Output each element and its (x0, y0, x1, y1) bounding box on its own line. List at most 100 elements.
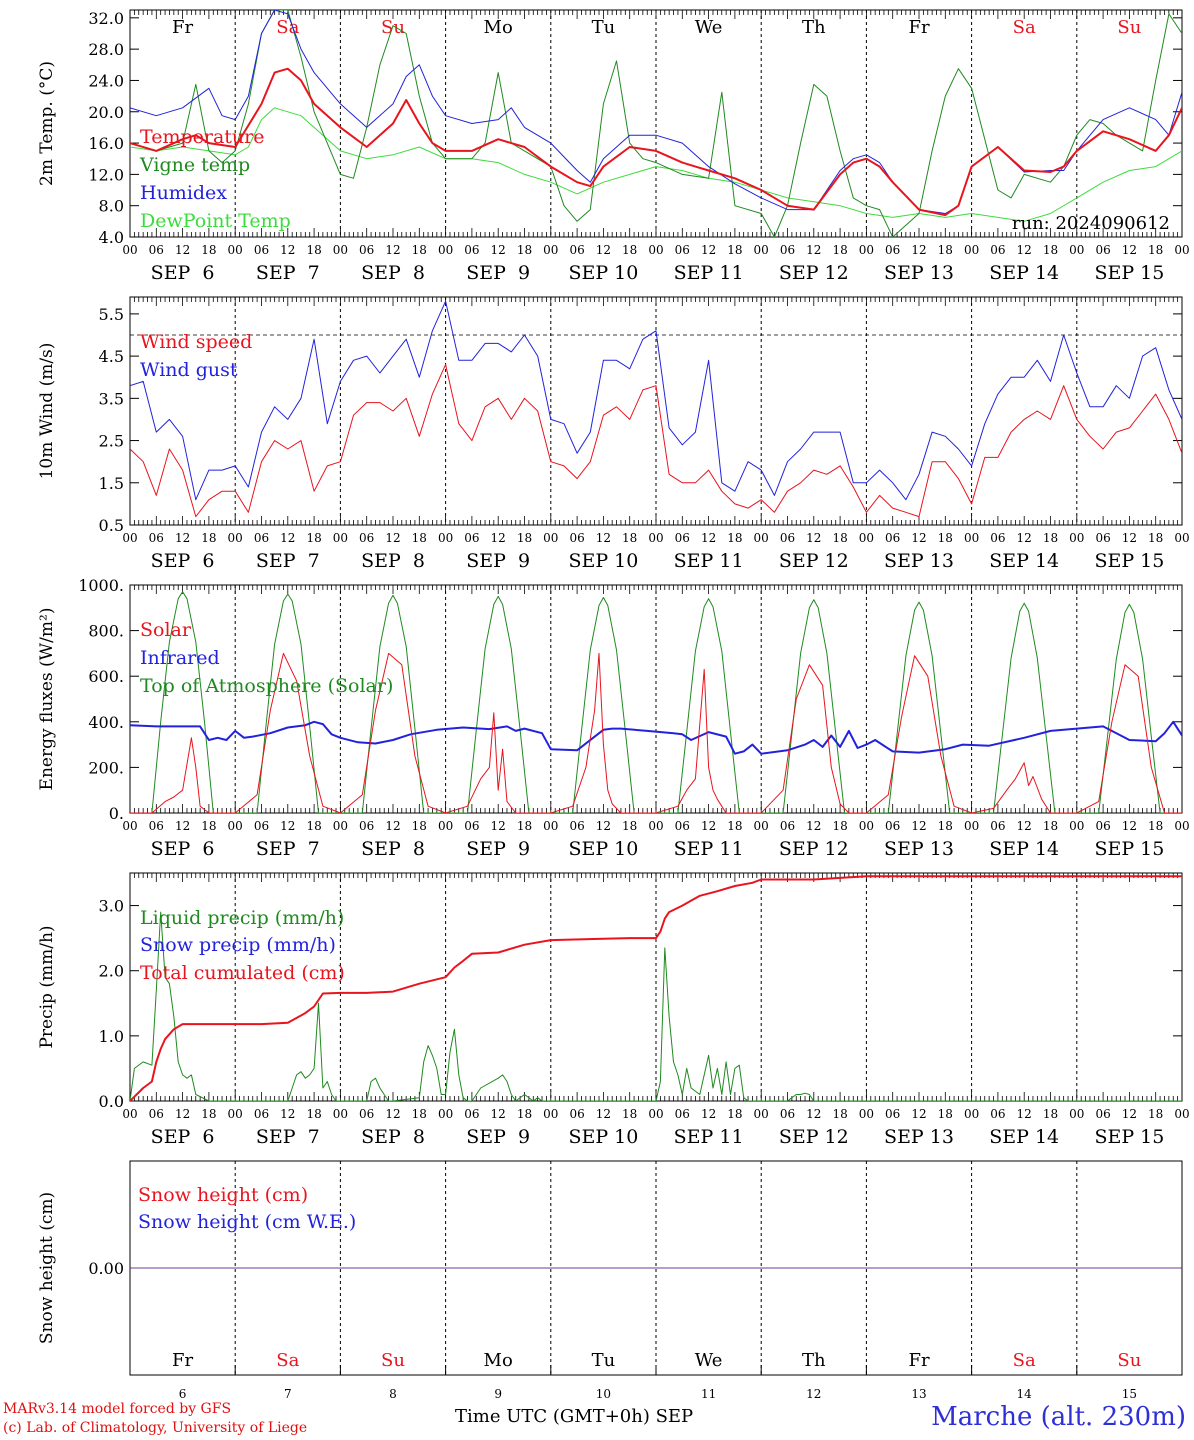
date-label: SEP 11 (674, 1126, 744, 1148)
date-label: SEP 9 (466, 262, 530, 284)
date-label: SEP 15 (1094, 838, 1164, 860)
date-label: SEP 8 (361, 550, 425, 572)
hour-tick-label: 06 (359, 1107, 374, 1121)
day-number-label: 8 (389, 1387, 397, 1401)
y-tick-label: 32.0 (88, 9, 124, 28)
day-name-label: Fr (172, 17, 193, 38)
day-name-label: Sa (1013, 1350, 1036, 1371)
hour-tick-label: 12 (491, 1107, 506, 1121)
hour-tick-label: 12 (1017, 243, 1032, 257)
hour-tick-label: 06 (464, 819, 479, 833)
y-tick-label: 24.0 (88, 71, 124, 90)
y-axis-title: 10m Wind (m/s) (37, 343, 57, 480)
hour-tick-label: 12 (701, 243, 716, 257)
hour-tick-label: 00 (228, 243, 243, 257)
hour-tick-label: 00 (964, 243, 979, 257)
date-label: SEP 10 (568, 838, 638, 860)
date-label: SEP 14 (989, 1126, 1059, 1148)
hour-tick-label: 00 (1069, 1107, 1084, 1121)
hour-tick-label: 12 (1122, 1107, 1137, 1121)
hour-tick-label: 00 (543, 243, 558, 257)
y-tick-label: 0.5 (99, 516, 124, 535)
y-tick-label: 0.0 (99, 1092, 124, 1111)
hour-tick-label: 06 (780, 243, 795, 257)
date-label: SEP 14 (989, 838, 1059, 860)
legend-label: Wind speed (140, 331, 252, 353)
date-label: SEP 15 (1094, 1126, 1164, 1148)
hour-tick-label: 12 (911, 243, 926, 257)
hour-tick-label: 12 (1017, 531, 1032, 545)
hour-tick-label: 00 (543, 1107, 558, 1121)
hour-tick-label: 12 (1017, 1107, 1032, 1121)
hour-tick-label: 12 (280, 819, 295, 833)
hour-tick-label: 18 (1043, 1107, 1058, 1121)
hour-tick-label: 18 (727, 243, 742, 257)
hour-tick-label: 06 (149, 531, 164, 545)
y-tick-label: 3.0 (99, 897, 124, 916)
hour-tick-label: 18 (727, 819, 742, 833)
date-label: SEP 11 (674, 262, 744, 284)
hour-tick-label: 00 (543, 819, 558, 833)
date-label: SEP 12 (779, 550, 849, 572)
legend-label: Wind gust (140, 359, 238, 381)
hour-tick-label: 12 (596, 531, 611, 545)
hour-tick-label: 00 (859, 243, 874, 257)
hour-tick-label: 18 (201, 819, 216, 833)
hour-tick-label: 18 (622, 819, 637, 833)
y-tick-label: 1000. (78, 576, 124, 595)
hour-tick-label: 00 (122, 819, 137, 833)
hour-tick-label: 00 (122, 243, 137, 257)
series-line-solar (130, 652, 1182, 813)
date-label: SEP 6 (151, 550, 215, 572)
hour-tick-label: 06 (569, 531, 584, 545)
hour-tick-label: 06 (780, 1107, 795, 1121)
hour-tick-label: 00 (438, 819, 453, 833)
hour-tick-label: 06 (675, 1107, 690, 1121)
hour-tick-label: 18 (412, 819, 427, 833)
hour-tick-label: 06 (359, 531, 374, 545)
hour-tick-label: 18 (517, 1107, 532, 1121)
y-tick-label: 800. (88, 622, 124, 641)
hour-tick-label: 12 (1122, 531, 1137, 545)
date-label: SEP 9 (466, 1126, 530, 1148)
legend-label: Temperature (140, 126, 264, 148)
hour-tick-label: 18 (832, 243, 847, 257)
legend-label: DewPoint Temp (140, 210, 291, 232)
series-line-dewpoint-temp (130, 107, 1182, 222)
day-name-label: Su (381, 1350, 405, 1371)
hour-tick-label: 00 (754, 531, 769, 545)
hour-tick-label: 06 (990, 243, 1005, 257)
hour-tick-label: 00 (438, 531, 453, 545)
hour-tick-label: 12 (175, 819, 190, 833)
day-name-label: Sa (276, 1350, 299, 1371)
series-line-temperature (130, 67, 1182, 217)
legend-label: Top of Atmosphere (Solar) (140, 675, 393, 697)
hour-tick-label: 00 (648, 819, 663, 833)
legend-label: Total cumulated (cm) (140, 962, 345, 984)
y-tick-label: 2.5 (99, 432, 124, 451)
hour-tick-label: 12 (491, 819, 506, 833)
hour-tick-label: 00 (228, 1107, 243, 1121)
hour-tick-label: 18 (517, 819, 532, 833)
series-line-total-cumulated-cm (130, 875, 1182, 1101)
series-line-wind-gust (130, 300, 1182, 501)
hour-tick-label: 18 (938, 1107, 953, 1121)
y-axis-title: Energy fluxes (W/m²) (37, 608, 57, 791)
hour-tick-label: 18 (1043, 243, 1058, 257)
hour-tick-label: 18 (412, 243, 427, 257)
hour-tick-label: 06 (359, 819, 374, 833)
date-label: SEP 13 (884, 262, 954, 284)
day-number-label: 12 (806, 1387, 821, 1401)
hour-tick-label: 12 (911, 819, 926, 833)
hour-tick-label: 06 (885, 819, 900, 833)
hour-tick-label: 12 (701, 1107, 716, 1121)
hour-tick-label: 00 (1174, 243, 1189, 257)
series-line-wind-speed (130, 364, 1182, 518)
copyright-credit: (c) Lab. of Climatology, University of L… (3, 1420, 308, 1436)
panel-3: 00 06 12 18 00 06 12 18 00 06 12 18 00 06 12 18 00 06 12 18… (37, 576, 1190, 860)
hour-tick-label: 06 (149, 243, 164, 257)
hour-tick-label: 18 (938, 243, 953, 257)
hour-tick-label: 12 (491, 531, 506, 545)
hour-tick-label: 18 (517, 243, 532, 257)
